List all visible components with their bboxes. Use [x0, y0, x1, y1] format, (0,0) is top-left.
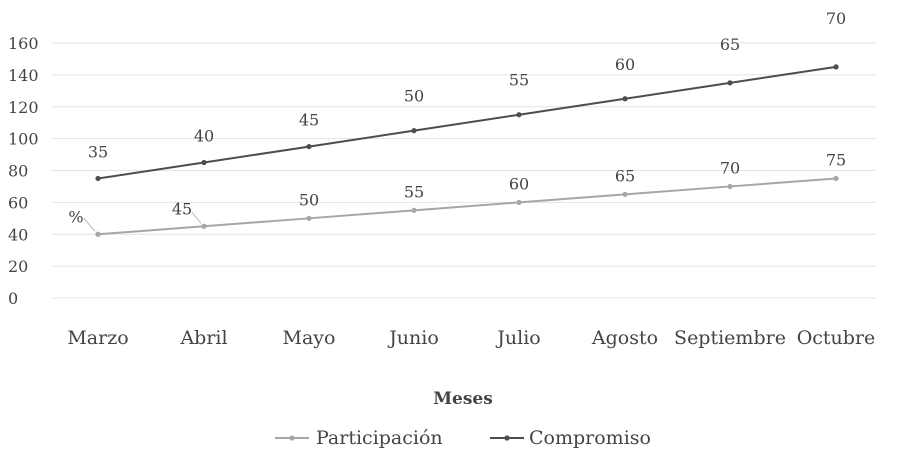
y-tick-label: 0	[8, 289, 18, 308]
y-tick-label: 120	[8, 98, 39, 117]
data-label: 55	[404, 182, 424, 201]
data-label: 45	[299, 111, 319, 130]
series-line-compromiso	[97, 65, 837, 180]
y-tick-label: 20	[8, 257, 28, 276]
data-label: 70	[720, 158, 740, 177]
y-tick-label: 80	[8, 162, 28, 181]
data-point	[95, 175, 101, 182]
data-point	[306, 215, 312, 221]
x-tick-label: Abril	[179, 327, 227, 349]
x-tick-label: Octubre	[797, 327, 876, 349]
data-labels: % 45 50 55 60 65 70 75 35 40 45 50 55 60 65 70	[68, 9, 846, 232]
x-axis-title: Meses	[433, 389, 493, 409]
legend-marker	[289, 435, 295, 441]
series-layer	[95, 64, 839, 237]
data-label: 55	[509, 71, 529, 90]
x-tick-label: Julio	[495, 327, 540, 349]
data-label: 35	[88, 142, 108, 161]
data-point	[411, 128, 417, 134]
x-tick-label: Marzo	[67, 327, 128, 349]
data-point	[516, 199, 522, 205]
x-tick-label: Mayo	[283, 327, 336, 349]
data-label: 60	[615, 55, 635, 74]
y-tick-label: 140	[8, 66, 39, 85]
y-tick-label: 100	[8, 130, 39, 149]
data-label: 45	[172, 199, 192, 218]
data-point	[622, 96, 628, 102]
data-label: 60	[509, 174, 529, 193]
data-label: 50	[299, 190, 319, 209]
data-point	[833, 64, 839, 70]
legend-label: Participación	[316, 427, 443, 449]
data-label: 70	[826, 9, 846, 28]
data-label: %	[68, 207, 83, 226]
x-axis-ticks: Marzo Abril Mayo Junio Julio Agosto Septiembre…	[67, 327, 875, 349]
x-tick-label: Junio	[387, 327, 439, 349]
y-tick-label: 60	[8, 193, 28, 212]
data-point	[833, 175, 839, 182]
data-label: 65	[720, 35, 740, 54]
y-axis-ticks: 0 20 40 60 80 100 120 140 160	[8, 34, 39, 308]
legend: Participación Compromiso	[275, 427, 651, 449]
label-leader-line	[191, 211, 202, 224]
legend-label: Compromiso	[529, 427, 651, 449]
data-point	[95, 231, 101, 237]
legend-marker	[504, 435, 510, 441]
data-point	[727, 183, 733, 190]
series-line-participacion	[97, 177, 837, 236]
data-label: 40	[194, 127, 214, 146]
data-point	[622, 191, 628, 198]
data-point	[306, 143, 312, 150]
data-point	[727, 80, 733, 86]
gridlines	[51, 42, 876, 299]
x-tick-label: Agosto	[591, 327, 658, 349]
y-tick-label: 40	[8, 225, 28, 244]
data-label: 75	[826, 150, 846, 169]
data-point	[411, 207, 417, 213]
y-tick-label: 160	[8, 34, 39, 53]
data-point	[516, 112, 522, 118]
label-leader-line	[83, 217, 96, 232]
data-point	[201, 159, 207, 166]
data-label: 65	[615, 166, 635, 185]
data-point	[201, 223, 207, 229]
data-label: 50	[404, 87, 424, 106]
x-tick-label: Septiembre	[674, 327, 786, 349]
